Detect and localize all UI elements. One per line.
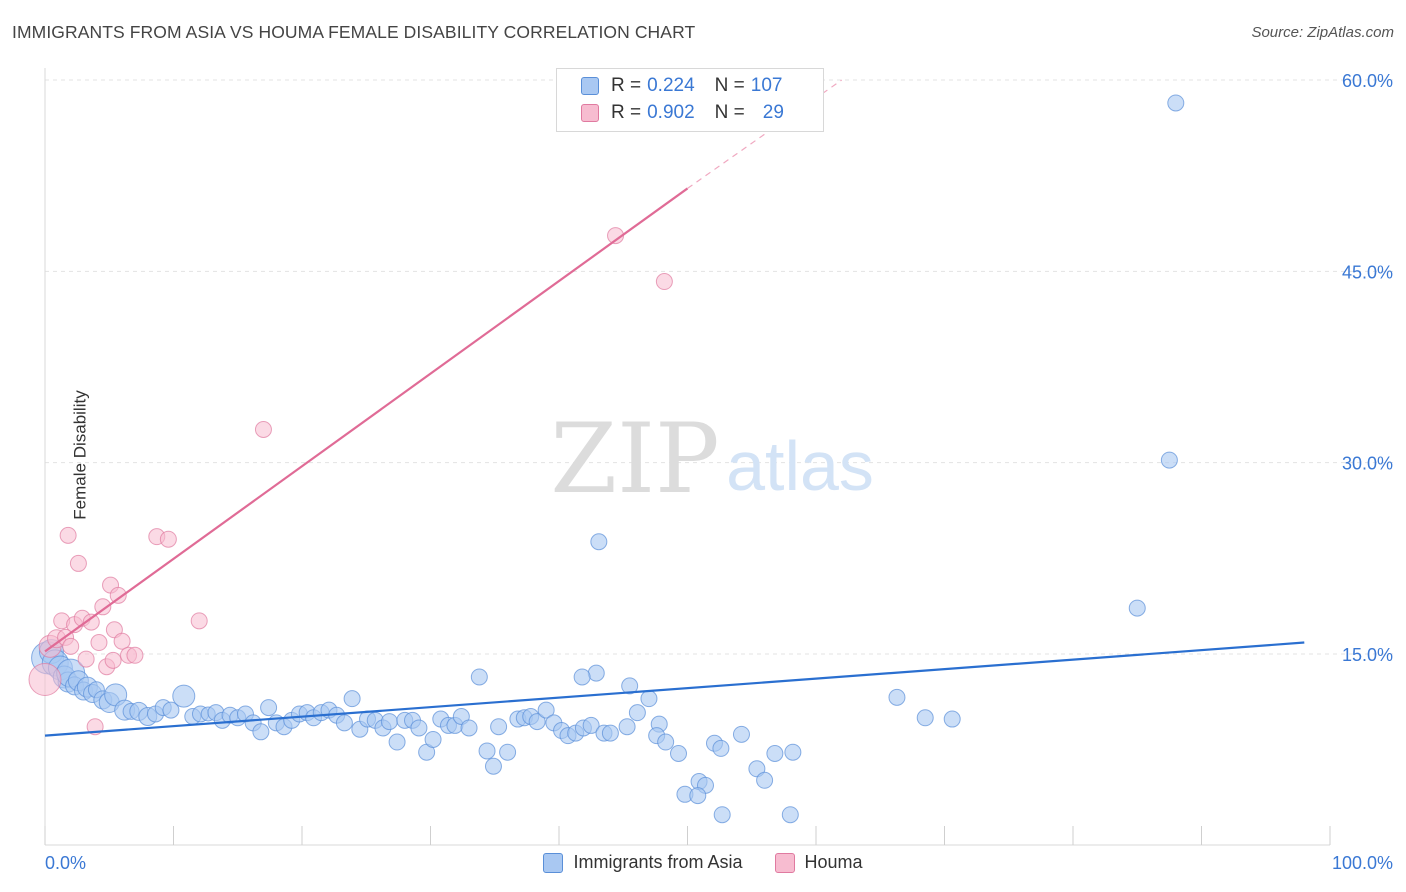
point-asia <box>640 690 658 708</box>
watermark: ZIP atlas <box>550 403 874 515</box>
point-asia <box>756 771 774 789</box>
point-asia <box>781 806 799 824</box>
point-houma <box>59 526 77 544</box>
point-asia <box>172 684 196 708</box>
point-asia <box>388 733 406 751</box>
point-houma <box>28 663 62 697</box>
point-houma <box>104 651 122 669</box>
legend-n-label: N = <box>714 102 745 123</box>
y-tick-label: 30.0% <box>1342 454 1393 474</box>
point-asia <box>424 730 442 748</box>
point-asia <box>537 701 555 719</box>
point-houma <box>90 634 108 652</box>
point-asia <box>766 744 784 762</box>
trend-line-houma <box>44 187 689 653</box>
point-houma <box>77 650 95 668</box>
legend-n-label: N = <box>714 75 745 96</box>
point-asia <box>490 718 508 736</box>
point-asia <box>380 713 398 731</box>
point-asia <box>713 806 731 824</box>
y-tick-label: 45.0% <box>1342 262 1393 282</box>
point-houma <box>159 530 177 548</box>
legend-r-value: 0.902 <box>647 102 695 123</box>
y-tick-label: 60.0% <box>1342 71 1393 91</box>
point-asia <box>888 688 906 706</box>
point-houma <box>62 637 80 655</box>
point-asia <box>573 668 591 686</box>
x-tick-label-max: 100.0% <box>1332 853 1393 873</box>
point-houma <box>94 598 112 616</box>
legend-row-asia: R = 0.224 N = 107 <box>581 75 782 97</box>
legend-n-value: 107 <box>750 75 783 96</box>
point-asia <box>784 743 802 761</box>
tick-labels: 15.0% 30.0% 45.0% 60.0% 0.0% 100.0% <box>45 71 1393 873</box>
series-swatch-asia <box>543 852 564 873</box>
watermark-zip: ZIP <box>550 403 719 515</box>
data-points <box>28 94 1185 824</box>
legend-r-value: 0.224 <box>647 75 695 96</box>
series-swatch-houma <box>774 852 795 873</box>
point-asia <box>657 733 675 751</box>
point-houma <box>190 612 208 630</box>
legend-row-houma: R = 0.902 N = 29 <box>581 102 784 124</box>
y-axis-label: Female Disability <box>70 390 90 520</box>
point-asia <box>252 723 270 741</box>
axes <box>44 68 1331 846</box>
legend-n-value: 29 <box>762 102 784 123</box>
series-label-asia: Immigrants from Asia <box>573 852 743 872</box>
chart-title: IMMIGRANTS FROM ASIA VS HOUMA FEMALE DIS… <box>12 22 696 42</box>
point-houma <box>113 632 131 650</box>
legend-r-label: R = <box>611 75 642 96</box>
series-legend-houma[interactable]: Houma <box>774 852 863 873</box>
point-asia <box>478 742 496 760</box>
point-houma <box>254 421 272 439</box>
point-asia <box>528 713 546 731</box>
point-asia <box>628 704 646 722</box>
point-asia <box>162 701 180 719</box>
point-asia <box>410 719 428 737</box>
point-asia <box>916 709 934 727</box>
series-legend-asia[interactable]: Immigrants from Asia <box>543 852 743 873</box>
point-asia <box>601 724 619 742</box>
trend-line-asia <box>44 641 1305 737</box>
point-asia <box>732 725 750 743</box>
correlation-legend: R = 0.224 N = 107 R = 0.902 N = 29 <box>556 68 824 132</box>
point-houma <box>82 613 100 631</box>
point-asia <box>689 787 707 805</box>
point-asia <box>582 716 600 734</box>
legend-swatch-houma <box>581 104 599 122</box>
point-asia <box>590 533 608 551</box>
legend-swatch-asia <box>581 77 599 95</box>
point-asia <box>587 664 605 682</box>
point-asia <box>943 710 961 728</box>
point-houma <box>126 646 144 664</box>
point-asia <box>470 668 488 686</box>
point-asia <box>1160 451 1178 469</box>
point-asia <box>260 699 278 717</box>
grid-lines <box>45 79 1394 655</box>
point-asia <box>460 719 478 737</box>
watermark-atlas: atlas <box>726 427 874 505</box>
point-asia <box>1128 599 1146 617</box>
series-label-houma: Houma <box>804 852 863 872</box>
point-asia <box>618 718 636 736</box>
legend-r-label: R = <box>611 102 642 123</box>
source-label: Source: ZipAtlas.com <box>1251 24 1394 41</box>
point-houma <box>655 273 673 291</box>
point-asia <box>335 714 353 732</box>
point-asia <box>621 677 639 695</box>
point-asia <box>1167 94 1185 112</box>
x-tick-label-min: 0.0% <box>45 853 86 873</box>
point-asia <box>484 757 502 775</box>
series-legend: Immigrants from Asia Houma <box>0 852 1406 873</box>
y-tick-label: 15.0% <box>1342 645 1393 665</box>
point-asia <box>670 744 688 762</box>
point-houma <box>109 586 127 604</box>
point-houma <box>69 554 87 572</box>
point-asia <box>499 743 517 761</box>
point-asia <box>343 690 361 708</box>
point-asia <box>712 739 730 757</box>
